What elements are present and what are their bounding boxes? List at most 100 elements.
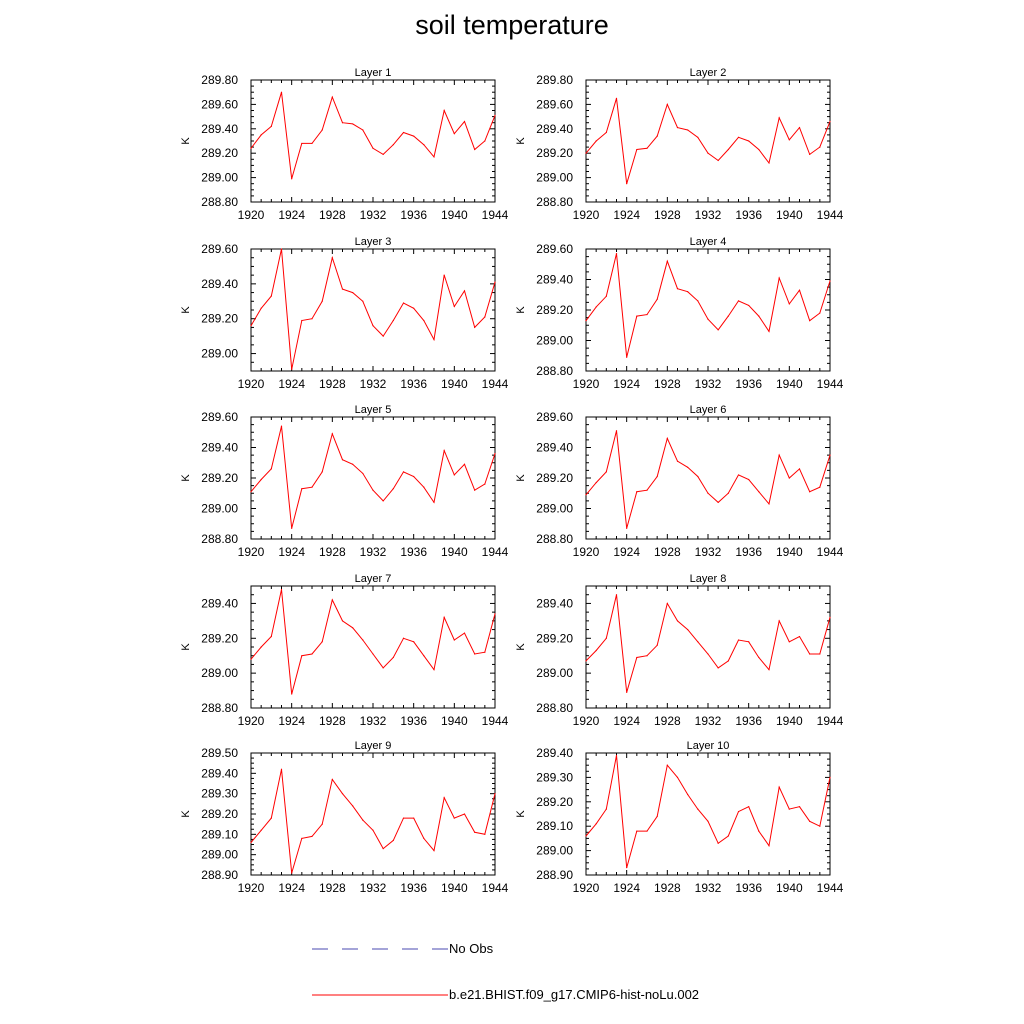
x-tick-label: 1936 (735, 545, 762, 559)
data-point (585, 494, 587, 496)
x-tick-label: 1920 (238, 377, 265, 391)
data-point (727, 492, 729, 494)
x-tick-label: 1920 (573, 208, 600, 222)
data-point (291, 872, 293, 874)
data-point (829, 280, 831, 282)
data-point (666, 437, 668, 439)
data-point (433, 339, 435, 341)
data-point (666, 103, 668, 105)
y-tick-label: 289.20 (536, 471, 573, 485)
data-point (250, 325, 252, 327)
data-point (605, 637, 607, 639)
y-axis-label: K (180, 810, 192, 818)
data-point (778, 454, 780, 456)
data-point (636, 656, 638, 659)
data-point (748, 140, 750, 142)
data-point (280, 248, 283, 250)
data-point (819, 312, 821, 314)
data-point (717, 842, 719, 844)
data-point (585, 660, 587, 662)
data-point (819, 825, 821, 827)
legend-no-obs-label: No Obs (449, 941, 494, 956)
chart-panel-5: Layer 5 K 1920 1924 1928 1932 1936 1940 1944 288.… (180, 404, 509, 559)
x-tick-label: 1928 (654, 881, 681, 895)
panel-title: Layer 9 (355, 740, 392, 752)
y-tick-label: 288.80 (536, 532, 573, 546)
data-point (372, 325, 374, 327)
data-point (798, 289, 801, 291)
data-point (494, 114, 496, 116)
data-point (626, 356, 628, 358)
data-point (748, 304, 750, 307)
data-point (311, 142, 313, 145)
data-point (402, 302, 405, 304)
y-tick-label: 289.60 (201, 410, 238, 424)
y-axis-label: K (180, 137, 192, 145)
y-tick-label: 289.20 (536, 631, 573, 645)
data-point (615, 97, 618, 99)
data-point (494, 613, 496, 615)
y-tick-label: 289.80 (536, 73, 573, 87)
data-point (758, 830, 760, 832)
data-point (352, 463, 354, 465)
x-tick-label: 1944 (482, 714, 509, 728)
plot-frame (250, 416, 496, 540)
data-point (798, 468, 801, 470)
y-tick-label: 288.90 (201, 868, 238, 882)
data-point (737, 474, 740, 476)
data-point (829, 776, 831, 779)
legend-series-swatch (312, 994, 448, 996)
data-point (301, 488, 303, 490)
y-tick-label: 289.00 (536, 666, 573, 680)
x-tick-label: 1924 (278, 377, 305, 391)
data-point (676, 776, 679, 779)
x-tick-label: 1920 (573, 881, 600, 895)
data-point (605, 131, 607, 134)
data-point (280, 425, 283, 427)
data-point (311, 835, 313, 837)
data-point (758, 315, 760, 317)
data-point (768, 669, 770, 671)
y-tick-label: 289.00 (201, 666, 238, 680)
x-tick-label: 1924 (613, 881, 640, 895)
y-tick-label: 289.40 (536, 596, 573, 610)
x-tick-label: 1944 (817, 208, 844, 222)
y-tick-label: 288.80 (536, 701, 573, 715)
chart-panel-10: Layer 10 K 1920 1924 1928 1932 1936 1940 1944 288… (515, 740, 844, 895)
x-tick-label: 1924 (613, 208, 640, 222)
data-point (676, 620, 679, 622)
panel-title: Layer 2 (690, 67, 727, 79)
data-point (676, 460, 679, 462)
data-point (250, 841, 252, 844)
x-tick-label: 1940 (441, 208, 468, 222)
data-point (331, 257, 333, 259)
y-tick-label: 289.00 (201, 848, 238, 862)
x-tick-label: 1928 (654, 377, 681, 391)
data-point (463, 120, 466, 123)
data-point (615, 754, 618, 757)
legend-no-obs-swatch (312, 948, 448, 950)
data-point (453, 474, 455, 476)
data-point (707, 152, 709, 154)
data-point (636, 830, 638, 832)
x-tick-label: 1924 (278, 208, 305, 222)
data-point (656, 644, 658, 646)
y-tick-label: 289.00 (201, 502, 238, 516)
y-tick-label: 289.20 (536, 795, 573, 809)
x-tick-label: 1920 (573, 377, 600, 391)
panel-title: Layer 3 (355, 236, 392, 248)
chart-panel-4: Layer 4 K 1920 1924 1928 1932 1936 1940 1944 288.… (515, 236, 844, 391)
legend-series-label: b.e21.BHIST.f09_g17.CMIP6-hist-noLu.002 (449, 987, 700, 1002)
x-tick-label: 1928 (319, 881, 346, 895)
data-point (433, 669, 435, 671)
x-tick-label: 1932 (360, 714, 387, 728)
data-point (717, 159, 719, 162)
data-point (819, 486, 821, 488)
data-point (484, 651, 486, 653)
data-point (392, 319, 394, 322)
y-axis-label: K (180, 306, 192, 314)
y-axis-label: K (180, 643, 192, 651)
figure-title: soil temperature (415, 10, 609, 40)
data-point (697, 136, 699, 138)
data-point (392, 144, 394, 146)
